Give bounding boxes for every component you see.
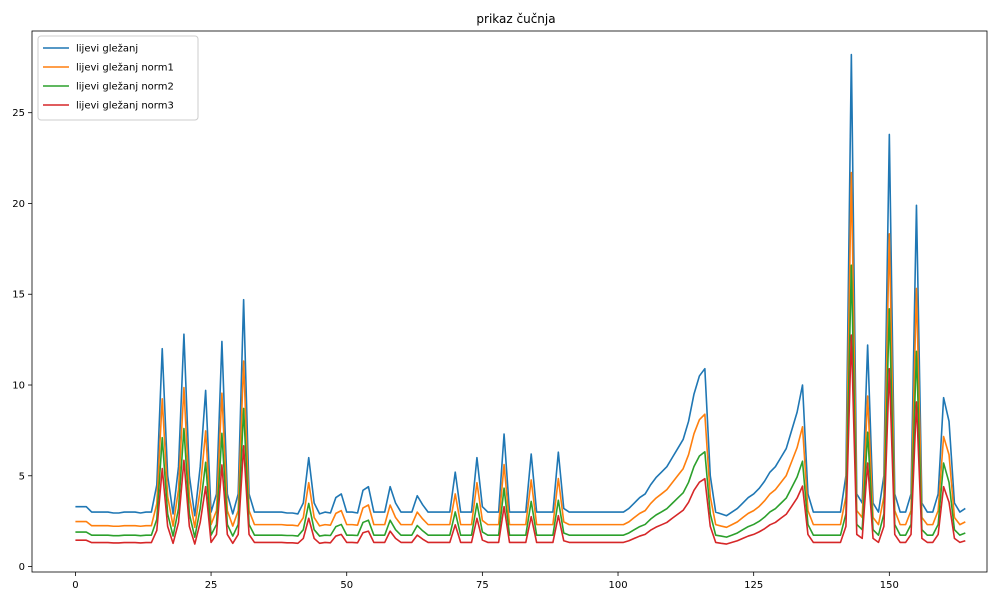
legend-label: lijevi gležanj norm3 xyxy=(76,100,174,112)
series-line-3 xyxy=(75,264,966,538)
y-tick-label: 5 xyxy=(19,471,25,482)
x-tick-label: 75 xyxy=(476,580,489,591)
x-tick-label: 25 xyxy=(205,580,218,591)
y-tick-label: 20 xyxy=(12,199,25,210)
x-tick-label: 125 xyxy=(744,580,763,591)
y-tick-label: 10 xyxy=(12,381,25,392)
legend: lijevi gležanj lijevi gležanj norm1 lijevi… xyxy=(37,35,199,121)
legend-label: lijevi gležanj xyxy=(76,43,138,55)
x-axis: 0 25 50 75 100 125 150 xyxy=(72,572,899,591)
y-tick-label: 25 xyxy=(12,108,25,119)
chart-title: prikaz čučnja xyxy=(476,12,555,26)
x-tick-label: 100 xyxy=(608,580,627,591)
y-tick-label: 0 xyxy=(19,562,25,573)
series-line-4 xyxy=(75,334,966,545)
series-line-1 xyxy=(75,53,966,517)
legend-label: lijevi gležanj norm1 xyxy=(76,62,174,74)
legend-label: lijevi gležanj norm2 xyxy=(76,81,174,93)
series-layer xyxy=(75,53,966,545)
plot-area xyxy=(31,30,988,573)
x-tick-label: 150 xyxy=(880,580,899,591)
y-tick-label: 15 xyxy=(12,290,25,301)
y-axis: 0 5 10 15 20 25 xyxy=(12,108,32,573)
legend-box xyxy=(37,35,199,121)
x-tick-label: 0 xyxy=(72,580,78,591)
series-line-2 xyxy=(75,171,966,529)
x-tick-label: 50 xyxy=(340,580,353,591)
